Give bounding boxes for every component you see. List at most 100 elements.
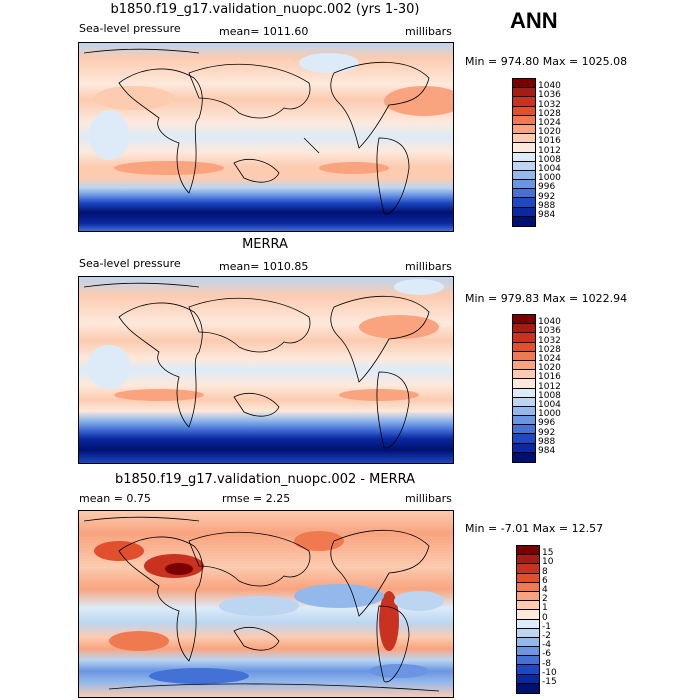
colorbar-swatch bbox=[513, 115, 535, 125]
colorbar-tick-label: 15 bbox=[542, 548, 554, 559]
colorbar-tick-label: -15 bbox=[542, 677, 557, 687]
colorbar-swatch bbox=[513, 97, 535, 107]
colorbar-tick-label: -1 bbox=[542, 621, 551, 632]
colorbar-tick-label: 1016 bbox=[538, 372, 561, 383]
colorbar-swatch bbox=[513, 342, 535, 352]
panel-1-colorbar bbox=[512, 78, 536, 227]
colorbar-swatch bbox=[517, 546, 539, 556]
colorbar-swatch bbox=[513, 416, 535, 426]
colorbar-swatch bbox=[513, 198, 535, 208]
colorbar-swatch bbox=[513, 106, 535, 116]
panel-2-units-label: millibars bbox=[405, 260, 452, 273]
colorbar-swatch bbox=[513, 315, 535, 325]
colorbar-tick-label: 1028 bbox=[538, 344, 561, 355]
colorbar-swatch bbox=[517, 665, 539, 675]
colorbar-tick-label: 1004 bbox=[538, 400, 561, 410]
panel-2-colorbar-labels: 1040 1036 1032 1028 1024 1020 1016 1012 1008 1004… bbox=[538, 314, 578, 464]
colorbar-tick-label: 2 bbox=[542, 594, 548, 605]
colorbar-swatch bbox=[513, 180, 535, 190]
colorbar-swatch bbox=[513, 425, 535, 435]
colorbar-tick-label: 1032 bbox=[538, 335, 561, 346]
panel-3-colorbar bbox=[516, 545, 540, 694]
colorbar-tick-label: 0 bbox=[542, 612, 548, 623]
colorbar-tick-label: 992 bbox=[538, 427, 556, 438]
colorbar-swatch bbox=[513, 189, 535, 199]
colorbar-swatch bbox=[517, 555, 539, 565]
colorbar-tick-label: 1028 bbox=[538, 108, 561, 119]
colorbar-swatch bbox=[517, 637, 539, 648]
colorbar-swatch bbox=[513, 207, 535, 217]
colorbar-swatch bbox=[513, 134, 535, 144]
colorbar-swatch bbox=[517, 582, 539, 592]
colorbar-tick-label: 1000 bbox=[538, 409, 561, 420]
panel-3-map bbox=[78, 510, 454, 698]
colorbar-swatch bbox=[517, 619, 539, 629]
panel-1-title: b1850.f19_g17.validation_nuopc.002 (yrs … bbox=[110, 2, 420, 17]
panel-1-colorbar-labels: 1040 1036 1032 1028 1024 1020 1016 1012 1008 1004… bbox=[538, 78, 578, 228]
colorbar-tick-label: -4 bbox=[542, 640, 551, 651]
colorbar-tick-label: 1 bbox=[542, 603, 548, 614]
colorbar-tick-label: 988 bbox=[538, 436, 556, 447]
colorbar-tick-label: 1040 bbox=[538, 81, 561, 92]
colorbar-tick-label: -2 bbox=[542, 631, 551, 641]
colorbar-swatch bbox=[513, 360, 535, 371]
colorbar-tick-label: -6 bbox=[542, 649, 551, 660]
panel-2-mean-label: mean= 1010.85 bbox=[219, 260, 309, 273]
colorbar-tick-label: 1024 bbox=[538, 354, 561, 364]
colorbar-tick-label: 1040 bbox=[538, 317, 561, 328]
colorbar-swatch bbox=[517, 601, 539, 611]
colorbar-tick-label: 10 bbox=[542, 557, 554, 568]
colorbar-tick-label: 8 bbox=[542, 566, 548, 577]
colorbar-swatch bbox=[513, 88, 535, 98]
panel-2-colorbar bbox=[512, 314, 536, 463]
colorbar-tick-label: 984 bbox=[538, 446, 556, 456]
panel-1-variable-label: Sea-level pressure bbox=[79, 22, 181, 35]
colorbar-tick-label: 984 bbox=[538, 210, 556, 220]
colorbar-tick-label: 1024 bbox=[538, 118, 561, 128]
panel-1-units-label: millibars bbox=[405, 25, 452, 38]
panel-1-minmax: Min = 974.80 Max = 1025.08 bbox=[465, 55, 628, 68]
colorbar-swatch bbox=[517, 674, 539, 684]
panel-3-colorbar-labels: 15 10 8 6 4 2 1 0 -1 -2 -4 -6 -8 -10 -15 bbox=[542, 545, 582, 695]
colorbar-swatch bbox=[517, 573, 539, 583]
panel-3-units-label: millibars bbox=[405, 492, 452, 505]
panel-2-map bbox=[78, 276, 454, 464]
colorbar-tick-label: 1004 bbox=[538, 164, 561, 174]
colorbar-tick-label: -8 bbox=[542, 658, 551, 669]
colorbar-swatch bbox=[513, 388, 535, 398]
colorbar-tick-label: 996 bbox=[538, 182, 556, 193]
colorbar-swatch bbox=[517, 591, 539, 602]
colorbar-swatch bbox=[517, 610, 539, 620]
colorbar-swatch bbox=[513, 379, 535, 389]
colorbar-tick-label: 1036 bbox=[538, 326, 561, 337]
colorbar-swatch bbox=[513, 152, 535, 162]
colorbar-swatch bbox=[517, 628, 539, 638]
colorbar-swatch bbox=[513, 351, 535, 361]
colorbar-tick-label: 988 bbox=[538, 200, 556, 211]
colorbar-swatch bbox=[513, 370, 535, 380]
panel-1-mean-label: mean= 1011.60 bbox=[219, 25, 309, 38]
colorbar-swatch bbox=[513, 443, 535, 453]
colorbar-tick-label: 4 bbox=[542, 585, 548, 595]
colorbar-swatch bbox=[517, 656, 539, 666]
panel-3-rmse-label: rmse = 2.25 bbox=[222, 492, 291, 505]
colorbar-tick-label: 1036 bbox=[538, 90, 561, 101]
colorbar-tick-label: 1020 bbox=[538, 363, 561, 374]
colorbar-swatch bbox=[513, 324, 535, 334]
colorbar-tick-label: 1016 bbox=[538, 136, 561, 147]
colorbar-tick-label: 6 bbox=[542, 575, 548, 586]
colorbar-swatch bbox=[513, 79, 535, 89]
panel-3-mean-label: mean = 0.75 bbox=[79, 492, 151, 505]
colorbar-tick-label: 1008 bbox=[538, 154, 561, 165]
colorbar-tick-label: 1020 bbox=[538, 127, 561, 138]
colorbar-tick-label: -10 bbox=[542, 667, 557, 678]
panel-3-minmax: Min = -7.01 Max = 12.57 bbox=[465, 522, 604, 535]
colorbar-swatch bbox=[517, 683, 539, 693]
panel-2-variable-label: Sea-level pressure bbox=[79, 257, 181, 270]
colorbar-tick-label: 1012 bbox=[538, 381, 561, 392]
colorbar-swatch bbox=[513, 124, 535, 135]
colorbar-swatch bbox=[517, 564, 539, 574]
colorbar-tick-label: 1032 bbox=[538, 99, 561, 110]
colorbar-swatch bbox=[513, 170, 535, 181]
season-label: ANN bbox=[510, 8, 558, 33]
